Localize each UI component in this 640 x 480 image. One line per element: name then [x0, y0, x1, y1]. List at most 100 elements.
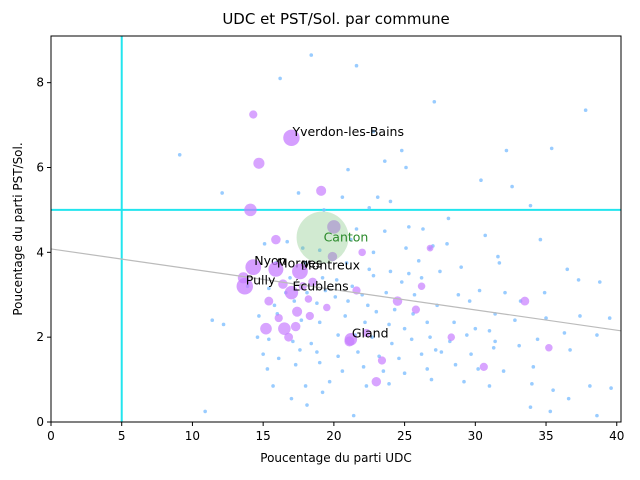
- data-point-commune: [278, 279, 288, 289]
- data-point: [320, 390, 325, 395]
- data-point: [285, 239, 290, 244]
- plot-area: Yverdon-les-BainsNyonMorgesMontreuxPully…: [51, 36, 621, 422]
- data-point: [340, 195, 345, 199]
- data-point: [257, 314, 261, 318]
- data-point: [288, 275, 292, 280]
- canton-label: Canton: [324, 229, 369, 244]
- data-point: [289, 396, 294, 401]
- data-point: [356, 350, 360, 354]
- data-point: [299, 318, 304, 322]
- y-tick-label: 0: [36, 415, 44, 429]
- data-point: [487, 384, 492, 388]
- data-point: [565, 267, 570, 272]
- y-tick-label: 4: [36, 245, 44, 259]
- data-point: [397, 356, 401, 361]
- data-point: [588, 384, 592, 388]
- data-point: [467, 299, 472, 303]
- data-point: [361, 365, 366, 369]
- data-point: [203, 409, 207, 414]
- data-point: [544, 316, 548, 320]
- data-point-commune: [260, 322, 272, 335]
- data-point-commune: [371, 376, 382, 387]
- data-point-commune: [284, 332, 294, 342]
- data-point-commune: [244, 203, 257, 217]
- data-point: [578, 314, 582, 318]
- data-point-commune: [426, 244, 434, 252]
- x-tick-label: 25: [397, 429, 412, 443]
- data-point-commune: [479, 362, 488, 371]
- data-point-commune: [249, 110, 258, 119]
- data-point: [354, 227, 359, 231]
- data-point: [551, 388, 555, 392]
- x-tick-label: 35: [538, 429, 553, 443]
- data-point: [384, 290, 389, 295]
- x-tick-label: 5: [118, 429, 126, 443]
- data-point: [412, 292, 417, 297]
- data-point-labeled: [245, 259, 262, 276]
- data-point: [303, 384, 308, 388]
- data-point: [419, 275, 424, 280]
- data-point: [265, 367, 270, 371]
- data-point: [429, 377, 434, 382]
- data-point-commune: [362, 328, 371, 338]
- data-point: [452, 320, 456, 325]
- data-point: [343, 314, 347, 318]
- data-point: [327, 379, 332, 384]
- data-point: [566, 396, 571, 401]
- data-point: [298, 348, 302, 352]
- data-point: [439, 350, 444, 354]
- data-point: [513, 318, 517, 322]
- data-point: [370, 335, 374, 339]
- data-point-commune: [271, 234, 281, 245]
- data-point: [425, 320, 430, 325]
- data-point: [531, 365, 536, 369]
- data-point-commune: [290, 321, 301, 332]
- data-point: [267, 337, 271, 342]
- data-point: [333, 295, 338, 299]
- data-point: [535, 337, 540, 342]
- data-point: [336, 354, 340, 359]
- data-point: [371, 250, 376, 255]
- data-point: [350, 284, 355, 289]
- data-point: [381, 369, 386, 373]
- data-point: [349, 237, 353, 242]
- data-point-commune: [447, 333, 456, 341]
- data-point-commune: [253, 157, 265, 169]
- data-point-commune: [323, 303, 331, 312]
- data-point-commune: [305, 311, 314, 321]
- data-point: [317, 360, 322, 365]
- data-point: [346, 167, 350, 172]
- y-axis-label: Poucentage du parti PST/Sol.: [11, 142, 25, 315]
- data-point: [336, 333, 340, 337]
- data-point-commune: [545, 344, 553, 352]
- data-point-commune: [358, 248, 366, 257]
- data-point: [351, 413, 356, 418]
- data-point: [445, 242, 449, 246]
- data-point: [503, 290, 507, 295]
- data-point: [303, 261, 308, 265]
- data-point-labeled: [292, 263, 308, 280]
- data-point: [322, 208, 326, 212]
- data-point-commune: [264, 296, 274, 306]
- data-point: [497, 261, 502, 265]
- data-point: [425, 367, 430, 371]
- data-point: [387, 382, 391, 386]
- data-point: [595, 413, 599, 418]
- data-point: [388, 269, 393, 274]
- data-point: [517, 343, 521, 348]
- data-point: [416, 259, 421, 263]
- data-point: [409, 337, 414, 342]
- data-point: [496, 254, 500, 259]
- data-point-commune: [304, 295, 313, 303]
- data-point: [309, 53, 314, 57]
- data-point: [296, 191, 301, 195]
- data-point: [305, 290, 309, 295]
- data-point: [315, 301, 319, 306]
- data-point: [607, 316, 612, 320]
- data-point: [609, 386, 613, 390]
- data-point: [271, 384, 275, 388]
- data-point: [433, 348, 438, 352]
- data-point: [382, 229, 387, 233]
- data-point: [432, 99, 437, 104]
